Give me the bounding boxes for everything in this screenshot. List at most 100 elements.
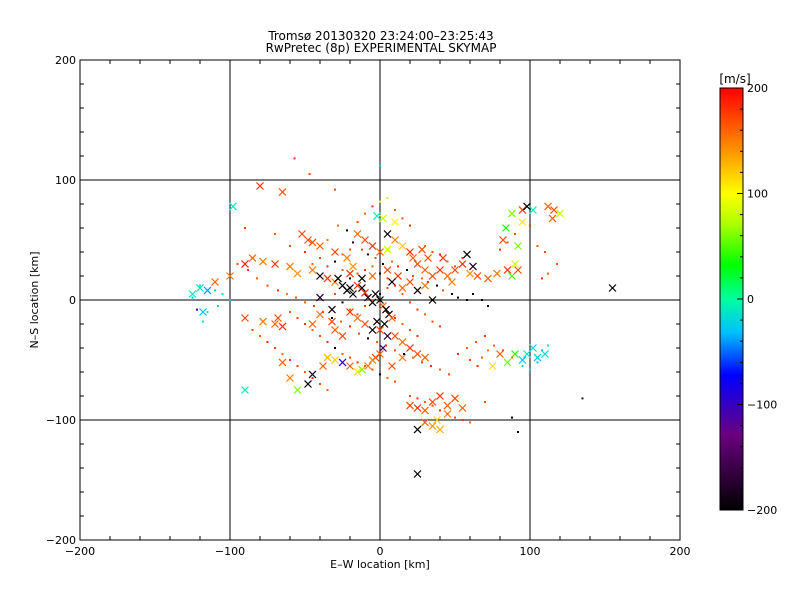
data-point-cross <box>428 296 437 304</box>
cross-stroke <box>523 350 531 358</box>
cross-stroke <box>323 353 332 362</box>
data-point-dot <box>319 335 321 337</box>
cross-stroke <box>323 274 332 283</box>
cross-stroke <box>421 353 429 362</box>
data-point-dot <box>439 325 441 328</box>
y-tick-label: 200 <box>55 54 76 67</box>
cross-stroke <box>358 365 366 374</box>
data-point-dot <box>424 313 426 316</box>
data-point-cross <box>319 362 327 370</box>
data-point-cross <box>346 284 354 292</box>
cross-stroke <box>364 362 372 370</box>
data-point-dot <box>493 344 495 347</box>
data-point-cross <box>373 317 381 326</box>
data-point-dot <box>341 269 344 271</box>
cross-stroke <box>388 314 396 322</box>
cross-stroke <box>529 344 537 352</box>
data-point-dot <box>319 383 321 385</box>
cross-stroke <box>349 262 357 271</box>
cross-stroke <box>271 320 279 328</box>
data-point-cross <box>443 272 452 280</box>
data-point-cross <box>398 353 407 362</box>
data-point-dot <box>466 347 468 349</box>
data-point-dot <box>394 349 396 352</box>
data-point-cross <box>278 188 287 196</box>
data-point-dot <box>461 257 464 259</box>
data-point-cross <box>421 353 429 362</box>
data-point-dot <box>341 253 344 256</box>
cross-stroke <box>188 290 197 298</box>
data-point-cross <box>349 262 357 271</box>
cross-stroke <box>496 350 504 358</box>
colorbar-tick-label: 100 <box>747 188 768 201</box>
data-point-cross <box>316 272 324 280</box>
data-point-dot <box>394 284 396 287</box>
cross-stroke <box>493 269 501 278</box>
cross-stroke <box>331 248 339 256</box>
data-point-cross <box>413 425 422 434</box>
data-point-dot <box>386 197 389 199</box>
data-point-cross <box>523 350 531 358</box>
data-point-cross <box>308 238 317 247</box>
data-point-dot <box>506 241 509 244</box>
data-point-dot <box>430 365 432 367</box>
data-point-dot <box>274 233 276 235</box>
cross-stroke <box>338 332 347 340</box>
data-point-dot <box>472 293 474 295</box>
data-point-dot <box>475 341 477 343</box>
cross-stroke <box>451 394 459 403</box>
data-point-cross <box>286 262 294 271</box>
data-point-dot <box>514 233 516 235</box>
data-point-dot <box>529 368 531 371</box>
data-point-cross <box>421 266 429 274</box>
cross-stroke <box>316 272 324 280</box>
data-point-dot <box>334 293 336 295</box>
data-point-dot <box>206 311 209 313</box>
cross-stroke <box>518 206 527 214</box>
data-point-cross <box>368 326 377 334</box>
data-point-cross <box>361 288 369 297</box>
cross-stroke <box>398 338 407 346</box>
data-point-dot <box>202 320 204 323</box>
cross-stroke <box>428 296 437 304</box>
data-point-dot <box>547 272 549 275</box>
data-point-dot <box>424 245 426 247</box>
cross-stroke <box>523 202 531 211</box>
cross-stroke <box>382 305 390 314</box>
cross-stroke <box>226 272 234 280</box>
data-point-dot <box>431 404 434 407</box>
data-point-dot <box>349 308 351 311</box>
data-point-cross <box>556 209 564 218</box>
data-point-cross <box>338 358 347 367</box>
data-point-dot <box>409 301 411 304</box>
data-point-cross <box>502 224 510 232</box>
cross-stroke <box>316 242 324 250</box>
axes: −200 −100 0 100 200 −200 −100 0 100 200 … <box>28 54 691 571</box>
cross-stroke <box>353 281 362 290</box>
data-point-dot <box>454 265 456 268</box>
cross-stroke <box>406 344 414 352</box>
data-point-cross <box>514 266 522 274</box>
data-point-dot <box>382 263 384 265</box>
data-point-cross <box>304 380 312 388</box>
data-point-dot <box>371 205 374 208</box>
cross-stroke <box>293 269 302 278</box>
data-point-dot <box>541 277 543 280</box>
data-point-cross <box>413 404 422 412</box>
cross-stroke <box>508 272 516 280</box>
data-point-dot <box>371 368 374 371</box>
data-point-cross <box>529 206 537 214</box>
cross-stroke <box>376 326 384 334</box>
data-point-dot <box>326 389 329 391</box>
cross-stroke <box>541 350 549 358</box>
data-point-cross <box>376 248 384 256</box>
data-point-cross <box>308 266 317 274</box>
cross-stroke <box>439 254 447 262</box>
data-point-cross <box>508 209 516 218</box>
cross-stroke <box>388 362 396 370</box>
cross-stroke <box>229 202 237 211</box>
data-point-cross <box>406 344 414 352</box>
cross-stroke <box>331 356 339 364</box>
data-point-cross <box>199 308 207 316</box>
colorbar-tick-label: 0 <box>747 293 754 306</box>
